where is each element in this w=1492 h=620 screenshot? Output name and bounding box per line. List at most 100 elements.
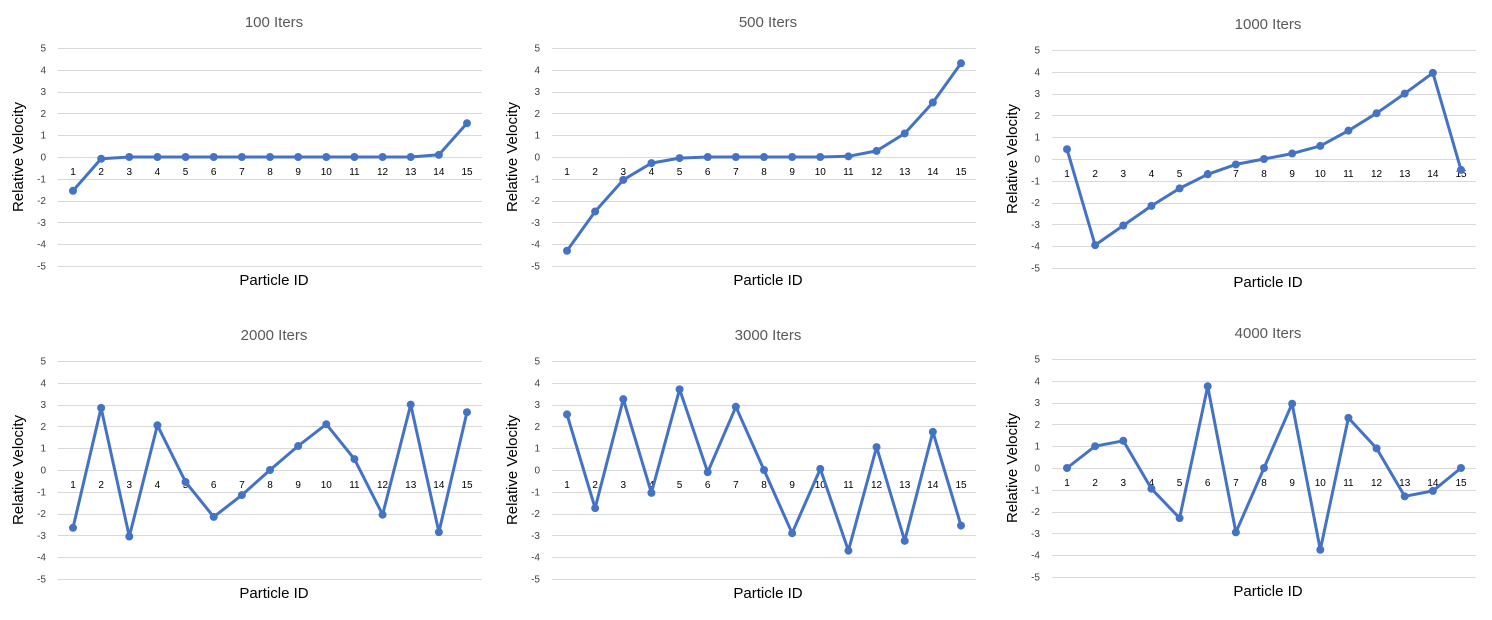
data-point [619, 395, 628, 404]
data-point [675, 385, 684, 394]
x-tick-label: 13 [1399, 478, 1411, 489]
data-point [1400, 492, 1409, 501]
chart-title: 4000 Iters [1235, 325, 1302, 342]
y-tick-label: -3 [37, 531, 46, 542]
data-point [209, 153, 218, 161]
data-point [1400, 89, 1409, 98]
y-tick-label: 4 [534, 65, 540, 76]
y-tick-label: 4 [1034, 67, 1040, 78]
data-point [1175, 514, 1184, 523]
y-tick-label: 3 [40, 400, 46, 411]
chart-svg: 543210-1-2-3-4-5123456789101112131415200… [10, 327, 482, 602]
x-tick-label: 12 [377, 480, 389, 491]
x-tick-label: 7 [733, 480, 739, 491]
data-point [350, 153, 359, 161]
x-tick-label: 6 [1205, 478, 1211, 489]
y-tick-label: 5 [534, 357, 540, 368]
x-tick-label: 10 [321, 480, 333, 491]
data-point [350, 455, 359, 464]
x-tick-label: 14 [1427, 169, 1439, 180]
y-tick-label: -1 [37, 174, 46, 185]
x-tick-label: 9 [789, 480, 795, 491]
x-axis-label: Particle ID [733, 272, 802, 289]
x-tick-label: 1 [70, 480, 76, 491]
x-tick-label: 9 [1289, 478, 1295, 489]
data-point [788, 529, 797, 538]
y-tick-label: -3 [531, 531, 540, 542]
chart-panel-1000-iters: 543210-1-2-3-4-5123456789101112131415100… [994, 2, 1488, 309]
data-point [1344, 413, 1353, 422]
y-axis-label: Relative Velocity [1004, 412, 1021, 523]
x-axis-label: Particle ID [239, 585, 308, 602]
y-tick-label: 1 [40, 444, 46, 455]
data-point [844, 546, 853, 555]
y-tick-label: 1 [1034, 133, 1040, 144]
y-tick-label: 2 [534, 422, 540, 433]
x-tick-label: 6 [705, 167, 711, 178]
y-axis-label: Relative Velocity [10, 101, 27, 212]
x-tick-label: 14 [1427, 478, 1439, 489]
x-tick-label: 6 [211, 480, 217, 491]
x-tick-label: 14 [927, 167, 939, 178]
x-tick-label: 5 [183, 167, 189, 178]
data-point [153, 421, 162, 430]
x-tick-label: 7 [239, 167, 245, 178]
data-point [957, 59, 965, 68]
y-tick-label: -5 [37, 575, 46, 586]
x-tick-label: 12 [871, 167, 883, 178]
data-point [181, 477, 190, 486]
data-point [266, 153, 274, 161]
y-axis-label: Relative Velocity [504, 414, 521, 525]
y-tick-label: 1 [534, 131, 540, 142]
x-tick-label: 12 [1371, 169, 1383, 180]
data-point [591, 207, 600, 216]
x-tick-label: 4 [1149, 169, 1155, 180]
data-point [125, 153, 134, 161]
x-tick-label: 11 [1343, 169, 1354, 180]
y-tick-label: -2 [1031, 198, 1040, 209]
y-axis-label: Relative Velocity [1004, 103, 1021, 214]
x-tick-label: 15 [461, 480, 473, 491]
y-tick-label: 4 [40, 378, 46, 389]
y-tick-label: -2 [531, 509, 540, 520]
x-tick-label: 9 [295, 480, 301, 491]
data-point [294, 153, 303, 161]
data-point [1119, 436, 1128, 445]
y-tick-label: 5 [40, 357, 46, 368]
data-point [237, 491, 246, 500]
y-tick-label: -4 [37, 553, 46, 564]
x-tick-label: 11 [349, 167, 360, 178]
data-point [844, 152, 853, 161]
y-tick-label: 3 [1034, 398, 1040, 409]
data-point [434, 150, 443, 159]
x-tick-label: 15 [955, 167, 967, 178]
x-tick-label: 8 [761, 167, 767, 178]
data-point [1288, 399, 1297, 408]
x-tick-label: 3 [1121, 169, 1127, 180]
data-point [957, 521, 965, 530]
x-tick-label: 13 [899, 167, 911, 178]
x-tick-label: 4 [155, 480, 161, 491]
y-tick-label: -2 [1031, 507, 1040, 518]
x-tick-label: 8 [267, 480, 273, 491]
y-tick-label: -5 [1031, 573, 1040, 584]
x-tick-label: 2 [592, 167, 598, 178]
x-tick-label: 5 [1177, 169, 1183, 180]
y-tick-label: 3 [1034, 89, 1040, 100]
x-tick-label: 13 [899, 480, 911, 491]
x-tick-label: 15 [1455, 478, 1467, 489]
y-tick-label: -2 [37, 196, 46, 207]
y-tick-label: -3 [1031, 529, 1040, 540]
data-point [378, 510, 387, 519]
y-tick-label: 0 [1034, 464, 1040, 475]
data-point [1119, 221, 1128, 230]
x-tick-label: 10 [1315, 478, 1327, 489]
data-point [1372, 109, 1381, 118]
chart-title: 3000 Iters [735, 327, 802, 344]
data-point [1203, 170, 1212, 179]
data-point [406, 400, 415, 409]
